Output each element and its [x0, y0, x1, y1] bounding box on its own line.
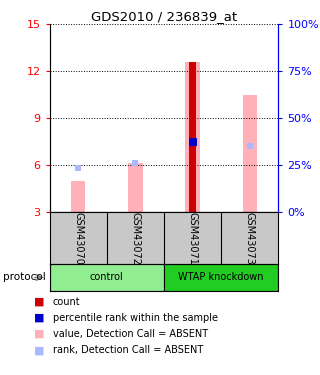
Text: ■: ■ — [34, 329, 44, 339]
Bar — [243, 95, 257, 212]
Bar — [186, 62, 200, 212]
Bar — [71, 181, 85, 212]
Text: ■: ■ — [34, 345, 44, 355]
Text: count: count — [53, 297, 80, 307]
Bar — [164, 264, 278, 291]
Text: rank, Detection Call = ABSENT: rank, Detection Call = ABSENT — [53, 345, 203, 355]
Text: ■: ■ — [34, 297, 44, 307]
Text: GSM43070: GSM43070 — [73, 211, 83, 265]
Text: protocol: protocol — [3, 273, 46, 282]
Bar — [50, 264, 164, 291]
Text: percentile rank within the sample: percentile rank within the sample — [53, 313, 218, 323]
Text: control: control — [90, 273, 124, 282]
Text: WTAP knockdown: WTAP knockdown — [179, 273, 264, 282]
Text: GSM43073: GSM43073 — [245, 211, 255, 265]
Bar — [189, 62, 196, 212]
Title: GDS2010 / 236839_at: GDS2010 / 236839_at — [91, 10, 237, 23]
Text: value, Detection Call = ABSENT: value, Detection Call = ABSENT — [53, 329, 208, 339]
Text: ■: ■ — [34, 313, 44, 323]
Text: GSM43072: GSM43072 — [131, 211, 140, 265]
Text: GSM43071: GSM43071 — [188, 211, 198, 265]
Bar — [128, 164, 142, 212]
